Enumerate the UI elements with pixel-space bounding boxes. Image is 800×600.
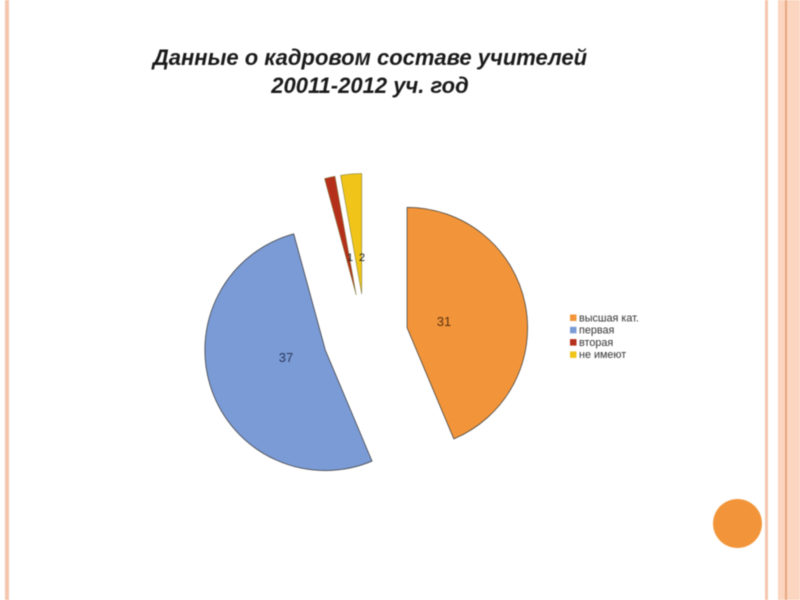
svg-text:2: 2 xyxy=(359,252,365,264)
svg-text:не имеют: не имеют xyxy=(579,349,626,361)
svg-text:37: 37 xyxy=(279,350,293,365)
svg-text:31: 31 xyxy=(437,314,451,329)
svg-text:первая: первая xyxy=(579,325,614,337)
svg-text:1: 1 xyxy=(347,252,353,264)
svg-text:вторая: вторая xyxy=(579,337,613,349)
svg-text:высшая кат.: высшая кат. xyxy=(579,312,639,324)
